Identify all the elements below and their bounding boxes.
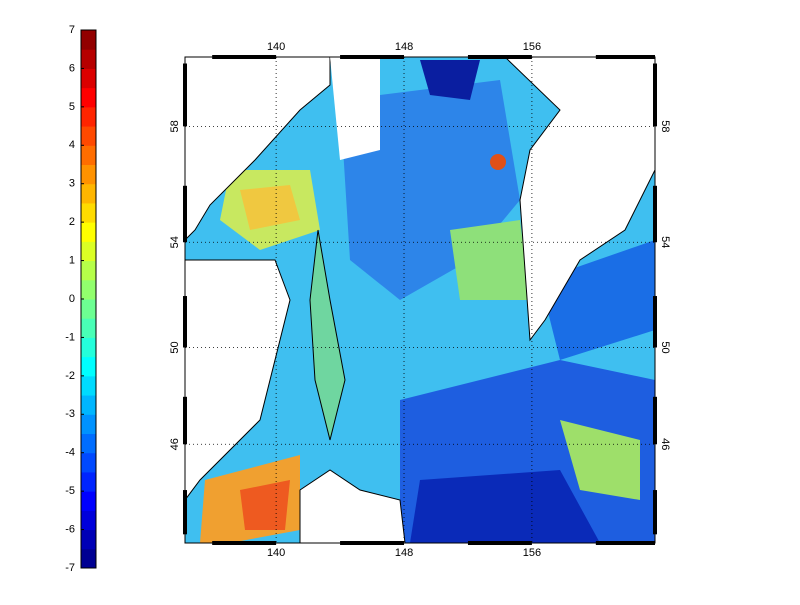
colorbar-tick-label: -5 (65, 485, 75, 497)
colorbar-band (81, 299, 96, 319)
lat-tick-label: 54 (169, 236, 181, 248)
lon-tick-label: 156 (523, 41, 541, 53)
colorbar-band (81, 126, 96, 146)
colorbar-band (81, 337, 96, 358)
colorbar-band (81, 164, 96, 185)
colorbar-band (81, 356, 96, 377)
colorbar-tick-label: -1 (65, 331, 75, 343)
colorbar-band (81, 183, 96, 204)
lat-tick-label: 46 (169, 438, 181, 450)
colorbar-band (81, 68, 96, 89)
colorbar-tick-label: 3 (69, 178, 75, 190)
lon-tick-label: 148 (395, 547, 413, 559)
lon-tick-label: 140 (267, 41, 285, 53)
colorbar-band (81, 222, 96, 242)
colorbar-band (81, 279, 96, 300)
colorbar-tick-label: 1 (69, 254, 75, 266)
colorbar-band (81, 375, 96, 396)
lon-tick-label: 140 (267, 547, 285, 559)
lat-tick-label: 54 (659, 236, 671, 248)
colorbar-tick-label: -3 (65, 408, 75, 420)
colorbar-band (81, 395, 96, 415)
lat-tick-label: 46 (659, 438, 671, 450)
colorbar-band (81, 471, 96, 492)
colorbar-tick-label: -4 (65, 447, 75, 459)
colorbar-band (81, 548, 96, 569)
colorbar-tick-label: 0 (69, 293, 75, 305)
colorbar-band (81, 318, 96, 338)
colorbar-band (81, 87, 96, 108)
map-field (185, 57, 655, 543)
colorbar-band (81, 30, 96, 50)
colorbar-tick-label: 7 (69, 24, 75, 36)
colorbar-tick-label: 2 (69, 216, 75, 228)
colorbar-band (81, 241, 96, 262)
colorbar-band (81, 491, 96, 511)
colorbar-band (81, 260, 96, 281)
lon-tick-label: 156 (523, 547, 541, 559)
colorbar-band (81, 414, 96, 434)
colorbar-band (81, 510, 96, 531)
colorbar-tick-label: 6 (69, 62, 75, 74)
colorbar-tick-label: 4 (69, 139, 75, 151)
colorbar-band (81, 202, 96, 223)
lon-tick-label: 148 (395, 41, 413, 53)
colorbar-tick-label: 5 (69, 101, 75, 113)
colorbar-band (81, 106, 96, 127)
colorbar-tick-label: -2 (65, 370, 75, 382)
colorbar-band (81, 452, 96, 473)
lat-tick-label: 58 (169, 120, 181, 132)
colorbar-band (81, 433, 96, 454)
colorbar-band (81, 49, 96, 69)
colorbar-band (81, 529, 96, 550)
colorbar-tick-label: -6 (65, 523, 75, 535)
colorbar-tick-label: -7 (65, 562, 75, 574)
lat-tick-label: 58 (659, 120, 671, 132)
colorbar-band (81, 145, 96, 165)
lat-tick-label: 50 (169, 341, 181, 353)
lat-tick-label: 50 (659, 341, 671, 353)
